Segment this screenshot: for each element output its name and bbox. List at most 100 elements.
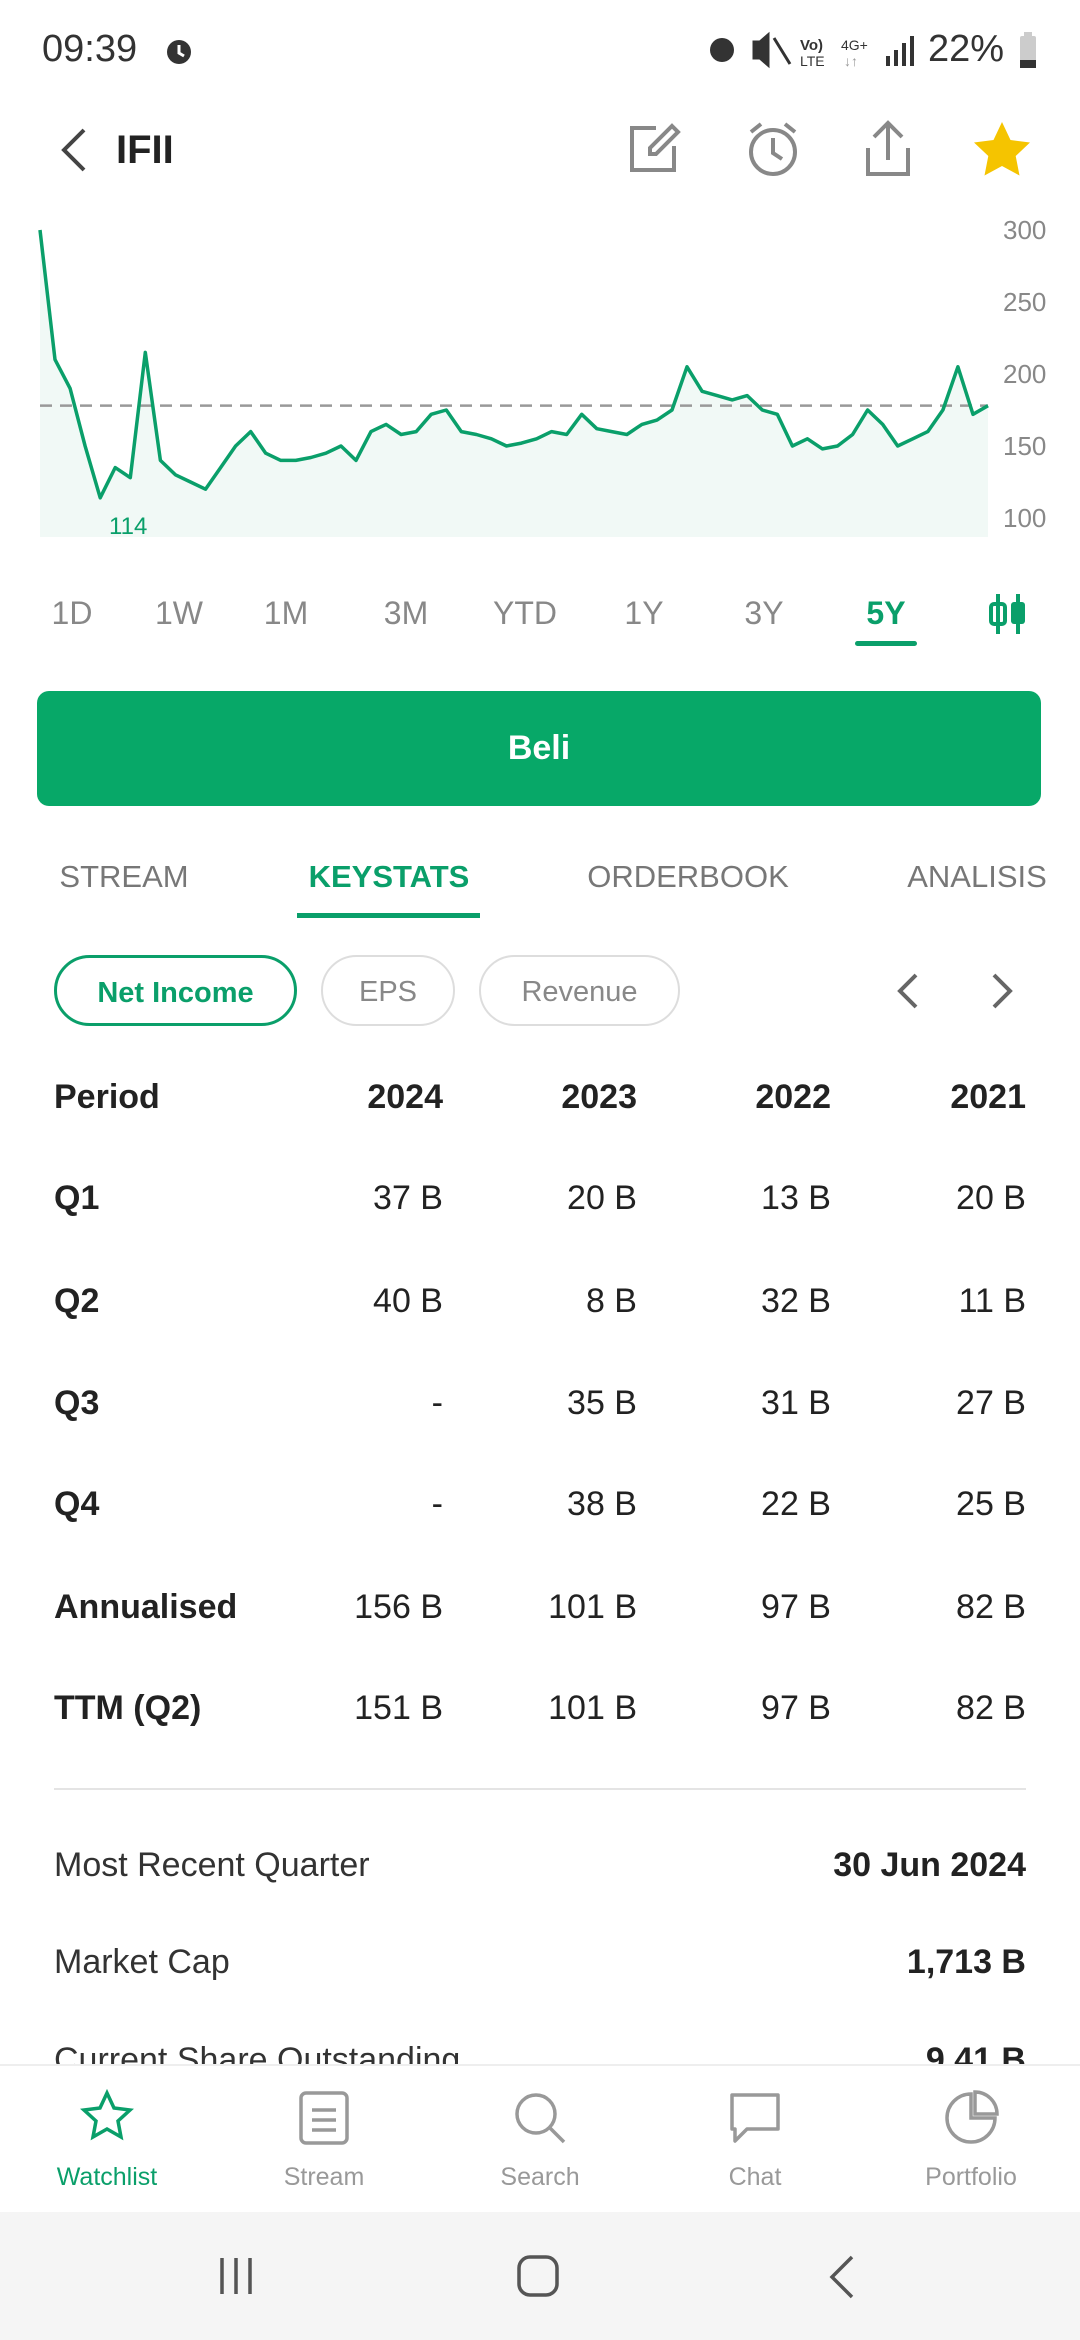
- nav-label[interactable]: Portfolio: [925, 2163, 1017, 2191]
- filter-pill[interactable]: Revenue: [479, 955, 680, 1026]
- stat-value: 1,713 B: [906, 1943, 1026, 1981]
- table-cell: 20 B: [956, 1179, 1026, 1217]
- nav-icon[interactable]: [512, 2090, 568, 2146]
- nav-label[interactable]: Search: [500, 2163, 580, 2191]
- table-cell: 11 B: [958, 1282, 1026, 1320]
- sys-back[interactable]: [826, 2254, 856, 2300]
- stat-label: Most Recent Quarter: [54, 1846, 370, 1884]
- buy-button[interactable]: Beli: [37, 691, 1041, 806]
- svg-text:4G+: 4G+: [841, 37, 868, 53]
- table-cell: -: [431, 1485, 443, 1523]
- battery-icon: [1020, 32, 1036, 68]
- svg-text:↓↑: ↓↑: [844, 53, 858, 69]
- table-cell: 32 B: [761, 1282, 831, 1320]
- table-cell: 38 B: [567, 1485, 637, 1523]
- candle-toggle[interactable]: [986, 592, 1030, 636]
- table-cell: 101 B: [548, 1689, 637, 1727]
- row-label: Q4: [54, 1485, 100, 1523]
- stat-label: Market Cap: [54, 1943, 230, 1981]
- table-cell: 101 B: [548, 1588, 637, 1626]
- bottom-nav: [0, 2064, 1080, 2214]
- share-icon[interactable]: [862, 120, 914, 178]
- nav-icon[interactable]: [79, 2088, 135, 2146]
- y-tick-label: 100: [1003, 503, 1046, 533]
- filter-pill[interactable]: Net Income: [54, 955, 297, 1026]
- table-cell: 40 B: [373, 1282, 443, 1320]
- table-cell: 27 B: [956, 1384, 1026, 1422]
- table-header: Period: [54, 1078, 160, 1116]
- tab-underline: [297, 913, 480, 918]
- section-tab[interactable]: KEYSTATS: [308, 859, 470, 894]
- y-tick-label: 250: [1003, 287, 1046, 317]
- filter-pill[interactable]: EPS: [321, 955, 455, 1026]
- status-icons: Vo)LTE 4G+↓↑: [710, 31, 914, 69]
- row-label: Annualised: [54, 1588, 238, 1626]
- price-area: [40, 230, 988, 537]
- table-cell: 97 B: [761, 1689, 831, 1727]
- nav-icon[interactable]: [296, 2090, 352, 2146]
- sys-home[interactable]: [516, 2254, 560, 2298]
- table-cell: 31 B: [761, 1384, 831, 1422]
- table-header: 2021: [950, 1078, 1026, 1116]
- section-tab[interactable]: ANALISIS: [907, 859, 1047, 894]
- nav-label[interactable]: Stream: [283, 2163, 365, 2191]
- range-tab[interactable]: 1D: [51, 595, 93, 631]
- nav-label[interactable]: Watchlist: [56, 2163, 158, 2191]
- table-cell: 37 B: [373, 1179, 443, 1217]
- table-header: 2023: [561, 1078, 637, 1116]
- row-label: TTM (Q2): [54, 1689, 202, 1727]
- range-tab[interactable]: 3M: [383, 595, 429, 631]
- sys-recents[interactable]: [216, 2256, 256, 2296]
- system-nav: [0, 2212, 1080, 2340]
- table-cell: 82 B: [956, 1689, 1026, 1727]
- nav-label[interactable]: Chat: [728, 2163, 782, 2191]
- low-label: 114: [109, 513, 147, 540]
- battery-level: 22%: [928, 28, 1005, 70]
- price-chart: 300 250 200 150 100 114: [38, 215, 1046, 540]
- range-tab[interactable]: 1W: [155, 595, 203, 631]
- row-label: Q2: [54, 1282, 100, 1320]
- table-cell: 13 B: [761, 1179, 831, 1217]
- next-page[interactable]: [990, 972, 1014, 1010]
- table-header: 2022: [755, 1078, 831, 1116]
- table-cell: 82 B: [956, 1588, 1026, 1626]
- y-tick-label: 300: [1003, 215, 1046, 245]
- range-tab[interactable]: YTD: [493, 595, 557, 631]
- table-cell: 35 B: [567, 1384, 637, 1422]
- favorite-star[interactable]: [972, 120, 1032, 178]
- ticker: IFII: [116, 128, 174, 172]
- table-header: 2024: [367, 1078, 443, 1116]
- row-label: Q3: [54, 1384, 100, 1422]
- y-tick-label: 150: [1003, 431, 1046, 461]
- svg-text:LTE: LTE: [800, 53, 825, 69]
- price-line: [38, 229, 989, 500]
- table-cell: -: [431, 1384, 443, 1422]
- section-tab[interactable]: ORDERBOOK: [587, 859, 789, 894]
- range-tab[interactable]: 1M: [263, 595, 309, 631]
- range-tab[interactable]: 3Y: [744, 595, 784, 631]
- svg-text:Vo): Vo): [800, 37, 823, 54]
- nav-icon[interactable]: [727, 2090, 783, 2146]
- table-cell: 156 B: [354, 1588, 443, 1626]
- range-tab[interactable]: 1Y: [624, 595, 664, 631]
- prev-page[interactable]: [896, 972, 920, 1010]
- stat-value: 30 Jun 2024: [833, 1846, 1026, 1884]
- range-underline: [855, 641, 917, 646]
- y-tick-label: 200: [1003, 359, 1046, 389]
- range-tab[interactable]: 5Y: [866, 595, 906, 631]
- table-cell: 25 B: [956, 1485, 1026, 1523]
- divider: [54, 1788, 1026, 1790]
- table-cell: 8 B: [585, 1282, 637, 1320]
- status-time: 09:39: [42, 28, 138, 70]
- alarm-icon: [167, 40, 191, 64]
- section-tab[interactable]: STREAM: [59, 859, 189, 894]
- alert-icon[interactable]: [745, 120, 801, 178]
- table-cell: 151 B: [354, 1689, 443, 1727]
- edit-icon[interactable]: [626, 122, 681, 176]
- table-cell: 97 B: [761, 1588, 831, 1626]
- nav-icon[interactable]: [943, 2090, 999, 2146]
- back-button[interactable]: [58, 128, 88, 172]
- table-cell: 22 B: [761, 1485, 831, 1523]
- table-cell: 20 B: [567, 1179, 637, 1217]
